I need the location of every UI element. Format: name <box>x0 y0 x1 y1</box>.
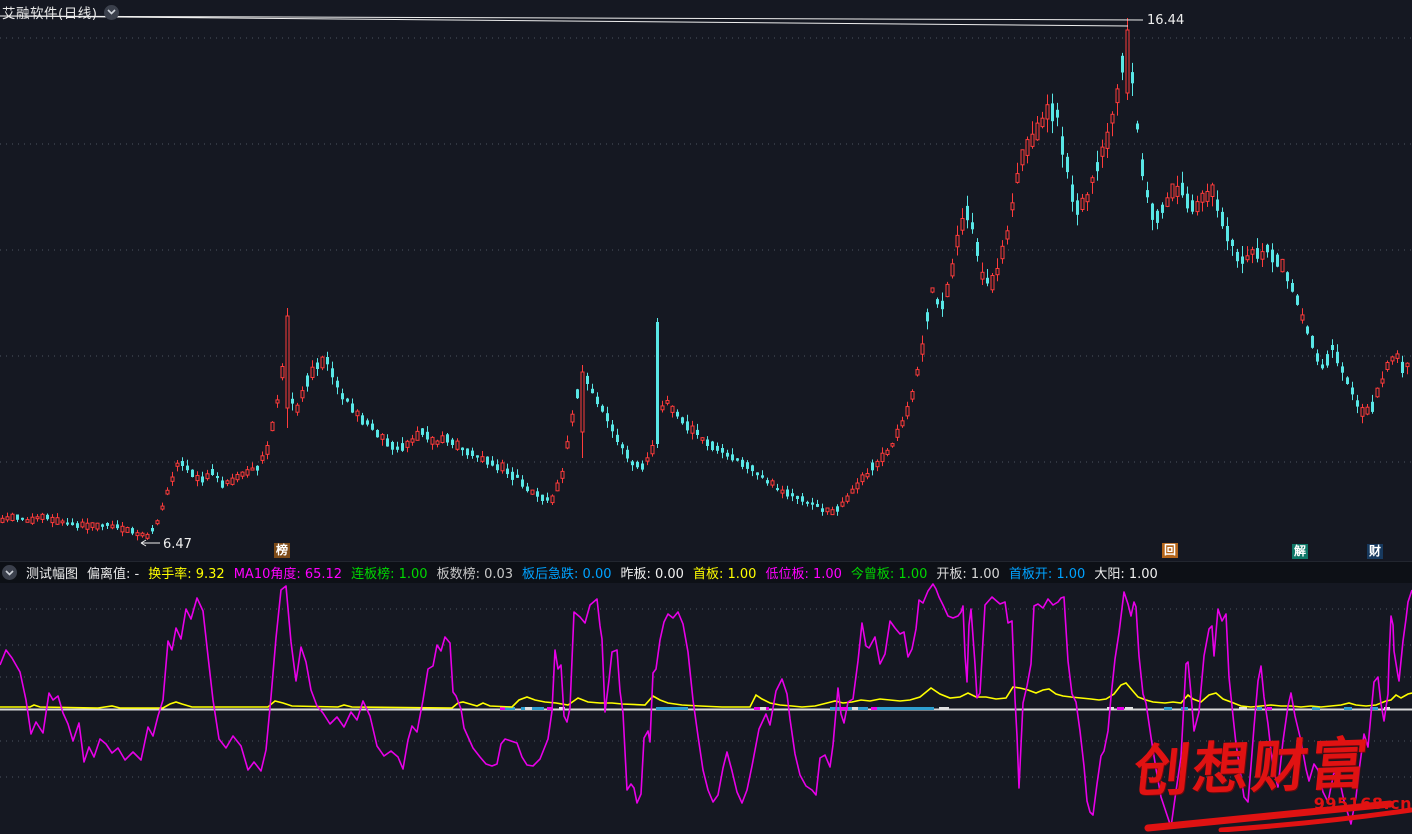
low-arrow <box>140 539 160 547</box>
indicator-field: 昨板: 0.00 <box>620 567 684 582</box>
page-title: 艾融软件(日线) <box>2 6 98 22</box>
indicator-field: 首板: 1.00 <box>692 567 757 582</box>
signal-tick <box>1312 707 1320 710</box>
signal-tick <box>760 707 766 710</box>
signal-tick <box>840 707 848 710</box>
indicator-field: 低位板: 1.00 <box>765 567 842 582</box>
signal-tick <box>1164 707 1172 710</box>
candlestick-chart[interactable]: 16.44 6.47 <box>0 0 1412 562</box>
low-price-label: 6.47 <box>163 537 192 552</box>
signal-tick <box>1257 707 1262 710</box>
signal-tick <box>656 707 688 710</box>
indicator-header: 测试幅图 偏离值: - 换手率: 9.32 MA10角度: 65.12 连板榜: 1.… <box>0 561 1412 583</box>
signal-tick <box>1125 707 1133 710</box>
signal-tick <box>1384 707 1390 710</box>
signal-tick <box>1370 707 1378 710</box>
event-badge[interactable]: 解 <box>1292 544 1309 559</box>
indicator-field: 板数榜: 0.03 <box>436 567 514 582</box>
event-badge[interactable]: 榜 <box>274 543 291 558</box>
indicator-field: 今曾板: 1.00 <box>850 567 928 582</box>
indicator-field: 偏离值: - <box>87 567 140 582</box>
signal-tick <box>500 707 505 710</box>
indicator-panel-name: 测试幅图 <box>26 567 79 582</box>
signal-tick <box>1344 707 1352 710</box>
indicator-field: 连板榜: 1.00 <box>351 567 428 582</box>
signal-tick <box>871 707 877 710</box>
signal-tick <box>830 707 868 710</box>
signal-tick <box>559 707 565 710</box>
signal-tick <box>939 707 949 710</box>
signal-tick <box>1181 707 1188 710</box>
indicator-fields: 偏离值: - 换手率: 9.32 MA10角度: 65.12 连板榜: 1.00 板数榜… <box>87 563 1158 582</box>
indicator-field: 开板: 1.00 <box>936 567 1000 582</box>
signal-tick <box>1267 707 1272 710</box>
oscillator-chart[interactable] <box>0 583 1412 834</box>
signal-tick <box>852 707 858 710</box>
collapse-panel-icon[interactable] <box>2 565 17 580</box>
indicator-field: 板后急跌: 0.00 <box>522 567 612 582</box>
event-badge[interactable]: 财 <box>1367 544 1384 559</box>
oscillator-magenta-line <box>0 583 1412 828</box>
indicator-field: 大阳: 1.00 <box>1094 567 1158 582</box>
event-badge[interactable]: 回 <box>1162 543 1179 558</box>
signal-tick <box>1239 707 1247 710</box>
signal-tick <box>547 707 553 710</box>
badge-layer: 榜回解财 <box>274 543 1384 559</box>
indicator-field: 首板开: 1.00 <box>1008 567 1086 582</box>
signal-tick <box>876 707 934 710</box>
indicator-field: 换手率: 9.32 <box>148 567 225 582</box>
signal-tick <box>525 707 532 710</box>
oscillator-yellow-line <box>0 682 1412 709</box>
indicator-field: MA10角度: 65.12 <box>233 567 343 582</box>
signal-tick <box>521 707 544 710</box>
chart-title-bar: 艾融软件(日线) <box>2 2 119 22</box>
signal-tick <box>505 707 515 710</box>
high-arrow <box>0 15 1144 27</box>
high-price-label: 16.44 <box>1147 13 1184 28</box>
signal-tick <box>1117 707 1124 710</box>
chevron-down-icon[interactable] <box>103 4 119 20</box>
